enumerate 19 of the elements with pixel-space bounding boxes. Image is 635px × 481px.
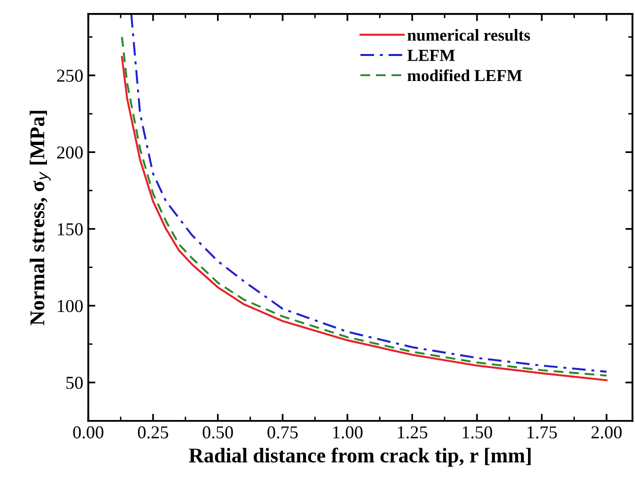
y-axis-title: Normal stress, σ$_{y}$ [MPa] <box>30 110 51 326</box>
x-tick-label: 1.50 <box>462 426 492 439</box>
legend-label: numerical results <box>408 29 530 41</box>
y-tick-label: 50 <box>66 376 83 389</box>
y-tick-label: 200 <box>57 146 83 159</box>
x-tick-label: 1.25 <box>398 426 428 439</box>
x-tick-label: 0.00 <box>73 426 104 439</box>
x-axis-title: Radial distance from crack tip, r [mm] <box>188 448 531 467</box>
x-tick-label: 0.50 <box>202 426 233 439</box>
x-tick-label: 1.75 <box>528 426 557 439</box>
x-tick-label: 2.00 <box>592 426 622 439</box>
legend-label: LEFM <box>407 50 455 61</box>
y-tick-label: 250 <box>57 70 83 82</box>
x-tick-label: 0.75 <box>268 426 298 439</box>
y-tick-label: 100 <box>58 300 83 312</box>
x-tick-label: 1.00 <box>333 426 363 439</box>
y-tick-label: 150 <box>58 223 83 236</box>
x-tick-label: 0.25 <box>138 426 168 439</box>
legend-label: modified LEFM <box>408 69 522 82</box>
